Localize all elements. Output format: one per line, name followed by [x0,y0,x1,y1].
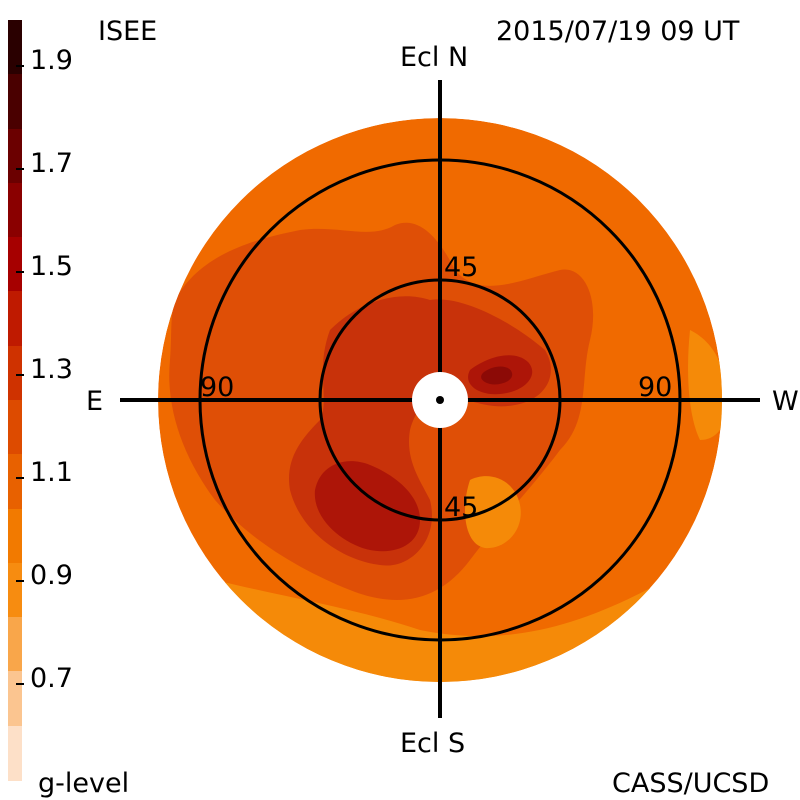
inner-ring-north-label: 45 [444,252,479,283]
colorbar-segment [8,182,22,239]
sun-center-dot [436,396,444,404]
colorbar-segment [8,454,22,510]
colorbar-segment [8,725,22,781]
darkest-region-west [481,366,513,385]
colorbar-tick [16,65,24,67]
south-label: Ecl S [400,728,466,759]
colorbar-segment [8,291,22,347]
colorbar-segment [8,237,22,293]
light-region-east-edge [688,330,722,440]
light-region-center-south [465,476,521,549]
colorbar-tick-label: 0.7 [30,663,73,694]
colorbar-segment [8,508,22,564]
colorbar-tick-label: 0.9 [30,560,73,591]
colorbar-tick [16,271,24,273]
colorbar-tick-label: 1.9 [30,45,73,76]
east-label: E [86,386,104,417]
colorbar [8,20,24,781]
north-label: Ecl N [400,42,469,73]
colorbar-tick [16,683,24,685]
colorbar-tick-label: 1.1 [30,457,73,488]
colorbar-segment [8,400,22,456]
darker-region-south [314,461,420,552]
colorbar-tick-label: 1.3 [30,354,73,385]
colorbar-segment [8,128,22,184]
timestamp-label: 2015/07/19 09 UT [496,16,740,47]
colorbar-segment [8,671,22,727]
colorbar-segment [8,562,22,619]
outer-ring-west-label: 90 [638,372,673,403]
west-label: W [772,386,799,417]
colorbar-segment [8,345,22,401]
colorbar-tick [16,477,24,479]
outer-ring-east-label: 90 [200,372,235,403]
colorbar-tick [16,168,24,170]
colorbar-tick [16,580,24,582]
colorbar-tick-label: 1.5 [30,251,73,282]
colorbar-title: g-level [38,768,130,799]
colorbar-segment [8,20,22,76]
colorbar-tick-label: 1.7 [30,148,73,179]
colorbar-tick [16,374,24,376]
inner-ring-south-label: 45 [444,492,479,523]
colorbar-segment [8,617,22,673]
source-label: ISEE [98,16,158,47]
credit-label: CASS/UCSD [612,768,770,799]
colorbar-segment [8,74,22,130]
